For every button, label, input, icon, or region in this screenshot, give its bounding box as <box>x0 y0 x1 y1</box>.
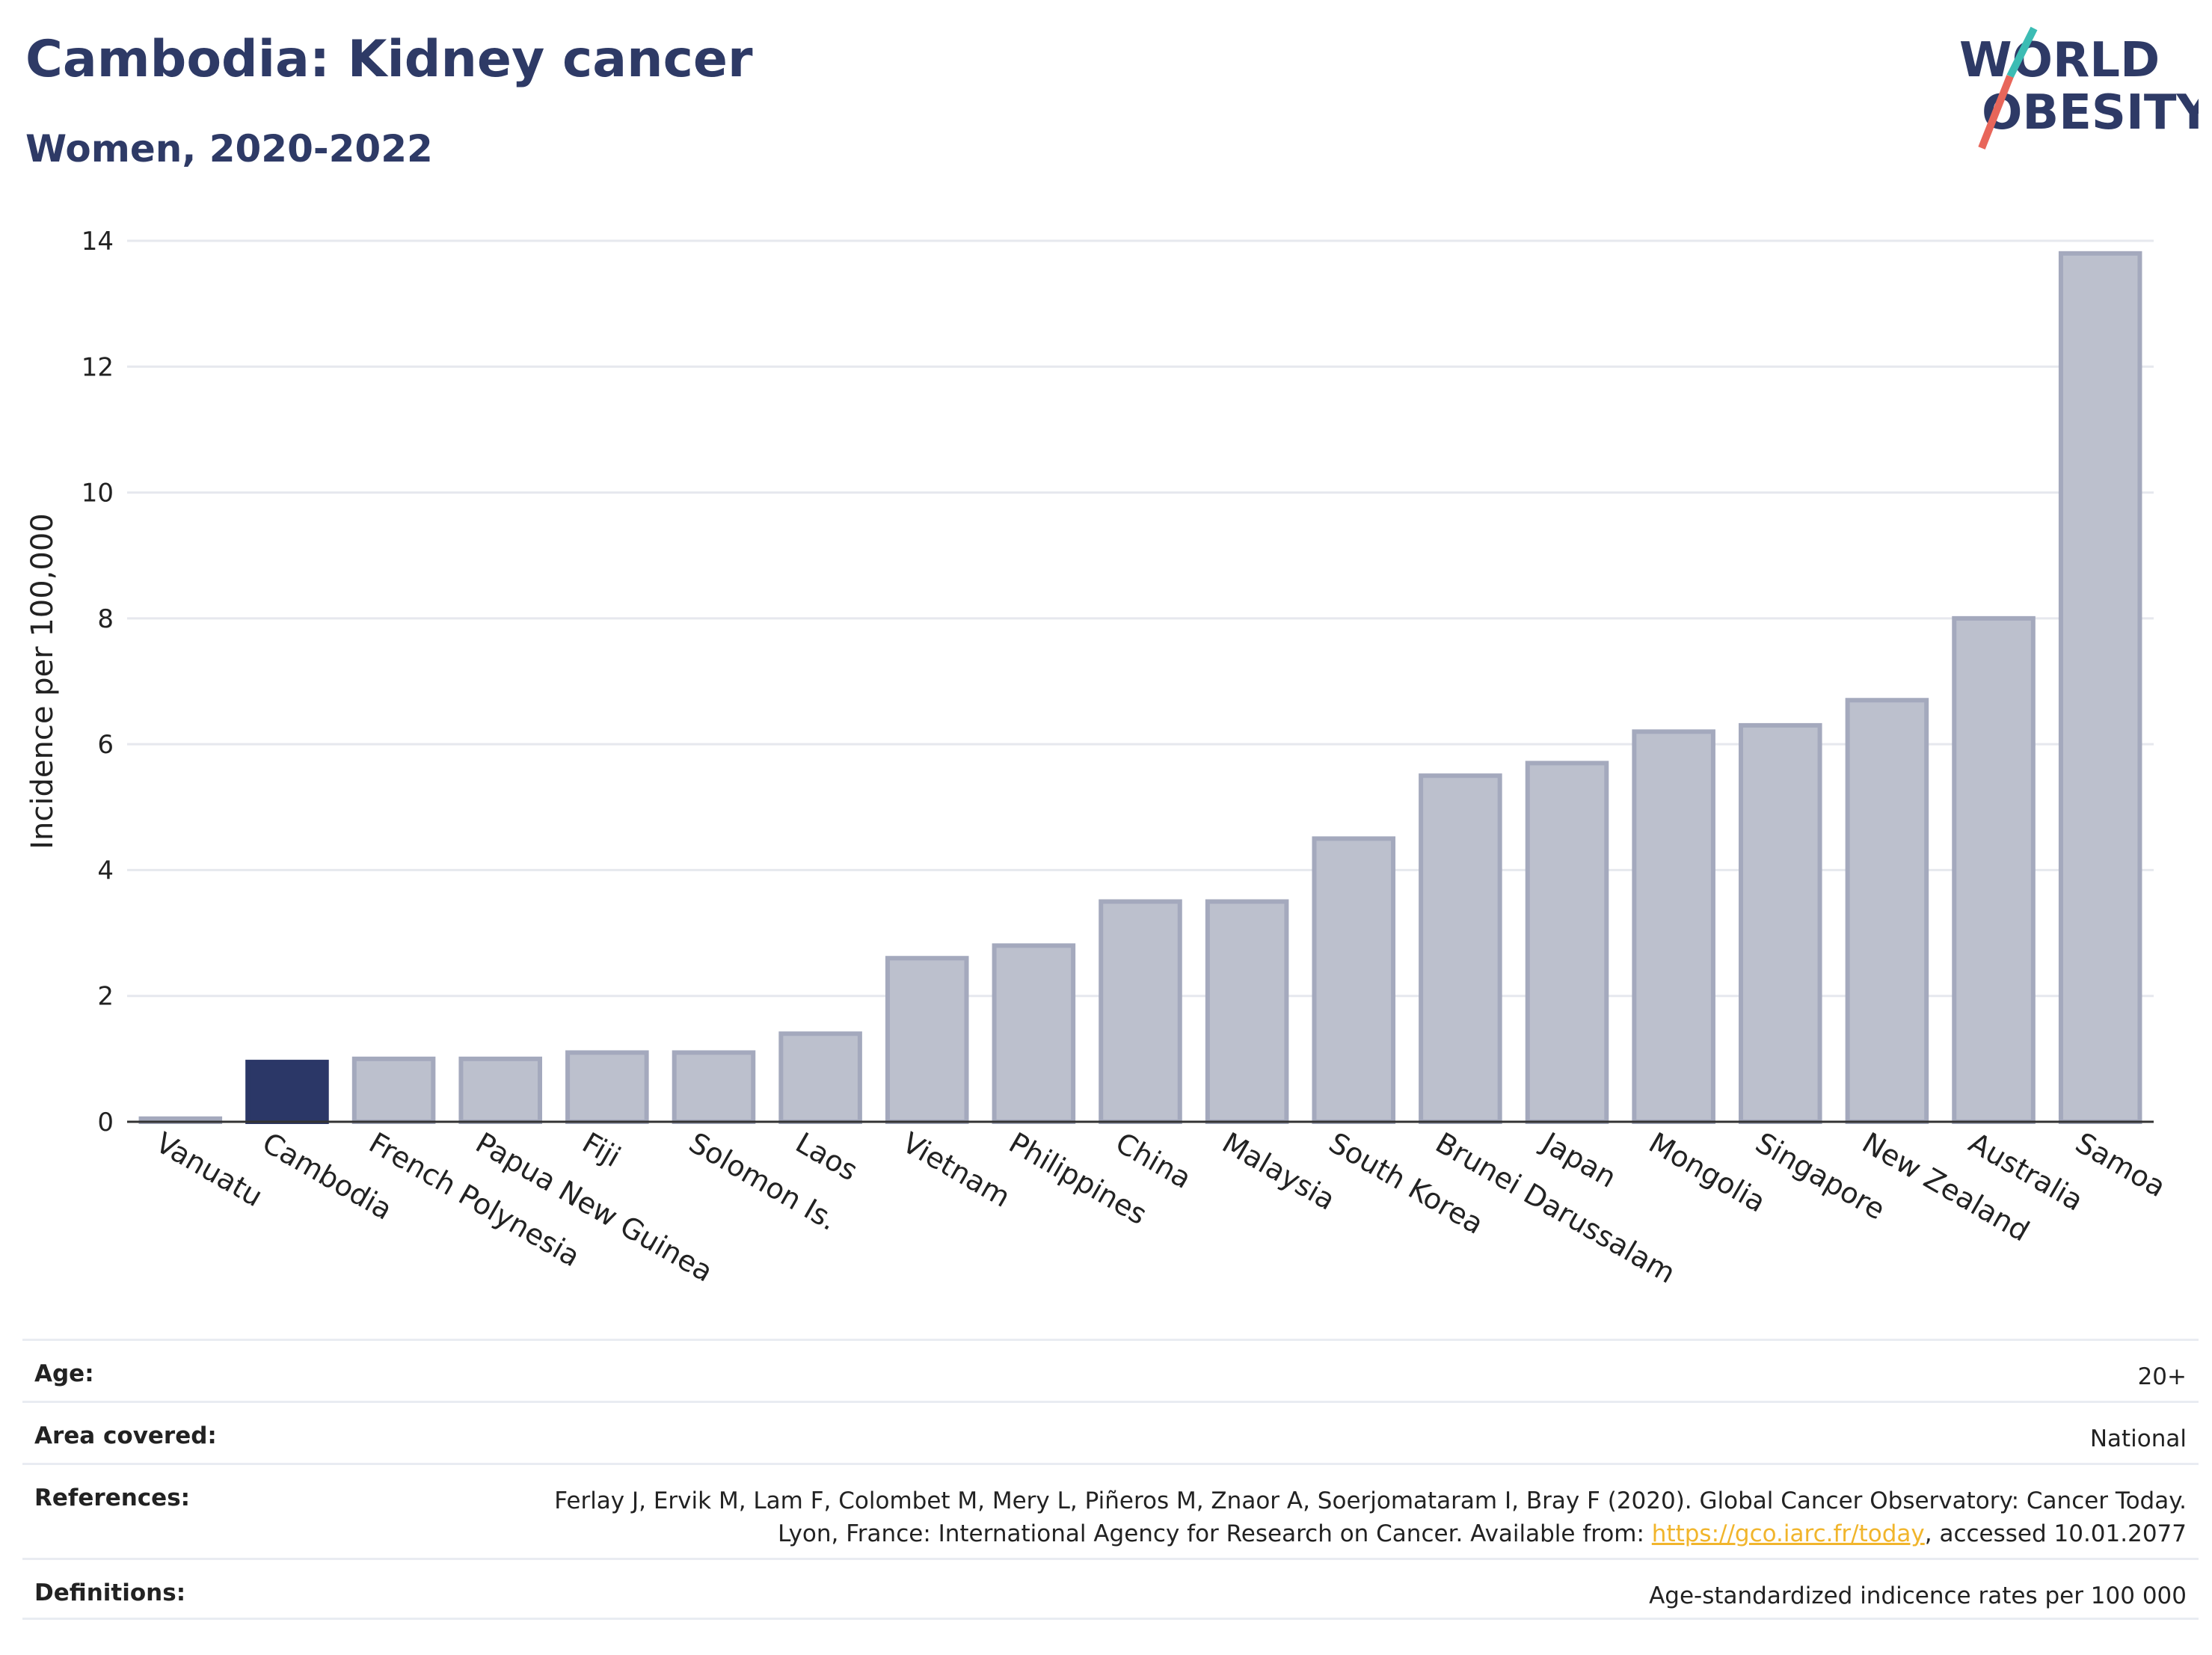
info-value-age: 20+ <box>2137 1363 2187 1390</box>
bar-solomon-is <box>672 1050 756 1125</box>
x-category-label: Fiji <box>577 1126 626 1173</box>
y-axis-title: Incidence per 100,000 <box>25 513 60 850</box>
world-obesity-logo: WORLD OBESITY <box>1959 26 2199 150</box>
y-tick-label: 8 <box>97 604 114 634</box>
bar-fiji <box>565 1050 649 1125</box>
bar-singapore <box>1739 722 1822 1124</box>
y-tick-labels: 0 2 4 6 8 10 12 14 <box>82 227 114 1137</box>
info-value-references: Ferlay J, Ervik M, Lam F, Colombet M, Me… <box>511 1484 2187 1550</box>
x-category-label: Japan <box>1535 1126 1622 1194</box>
reference-accessed: , accessed 10.01.2077 <box>1924 1520 2187 1547</box>
y-tick-label: 4 <box>97 856 114 885</box>
info-row-area: Area covered: National <box>22 1401 2199 1463</box>
info-label-references: References: <box>34 1484 191 1511</box>
x-category-label: Laos <box>790 1126 864 1188</box>
bar-new-zealand <box>1845 698 1929 1124</box>
y-tick-label: 10 <box>82 479 114 509</box>
reference-text: Ferlay J, Ervik M, Lam F, Colombet M, Me… <box>554 1487 2187 1547</box>
info-label-definitions: Definitions: <box>34 1579 186 1606</box>
y-tick-label: 14 <box>82 227 114 257</box>
bar-mongolia <box>1632 729 1715 1124</box>
bar-samoa <box>2058 251 2142 1124</box>
bar-laos <box>778 1031 862 1124</box>
info-label-area: Area covered: <box>34 1422 217 1449</box>
info-row-references: References: Ferlay J, Ervik M, Lam F, Co… <box>22 1463 2199 1558</box>
logo-text-world: WORLD <box>1959 33 2160 88</box>
logo-slash-teal <box>2006 26 2038 79</box>
x-category-label: Malaysia <box>1217 1126 1341 1217</box>
bar-south-korea <box>1312 836 1396 1125</box>
x-category-label: Vietnam <box>897 1126 1016 1214</box>
x-category-label: Mongolia <box>1644 1126 1772 1219</box>
chart-title: Cambodia: Kidney cancer <box>25 30 753 89</box>
logo-slash-red <box>1978 75 2014 150</box>
bar-brunei-darussalam <box>1419 773 1502 1124</box>
bar-philippines <box>992 943 1076 1125</box>
bar-papua-new-guinea <box>458 1056 542 1125</box>
chart-subtitle: Women, 2020-2022 <box>25 127 433 171</box>
info-row-age: Age: 20+ <box>22 1339 2199 1401</box>
y-tick-label: 0 <box>97 1108 114 1137</box>
bars <box>138 251 2142 1125</box>
info-value-area: National <box>2089 1425 2187 1452</box>
bar-french-polynesia <box>351 1056 436 1125</box>
info-row-definitions: Definitions: Age-standardized indicence … <box>22 1558 2199 1620</box>
bar-australia <box>1952 615 2036 1124</box>
reference-link[interactable]: https://gco.iarc.fr/today <box>1651 1520 1925 1547</box>
bar-cambodia <box>245 1060 329 1125</box>
x-category-label: China <box>1110 1126 1197 1195</box>
info-value-definitions: Age-standardized indicence rates per 100… <box>1649 1582 2187 1609</box>
bar-vietnam <box>885 956 969 1124</box>
bar-china <box>1099 899 1182 1124</box>
bar-japan <box>1525 761 1609 1125</box>
x-category-label: Vanuatu <box>150 1126 268 1213</box>
y-tick-label: 6 <box>97 730 114 760</box>
info-label-age: Age: <box>34 1360 94 1387</box>
logo-text-obesity: OBESITY <box>1982 85 2199 141</box>
bar-malaysia <box>1205 899 1289 1124</box>
y-tick-label: 2 <box>97 982 114 1012</box>
info-table: Age: 20+ Area covered: National Referenc… <box>22 1339 2199 1620</box>
y-tick-label: 12 <box>82 352 114 382</box>
